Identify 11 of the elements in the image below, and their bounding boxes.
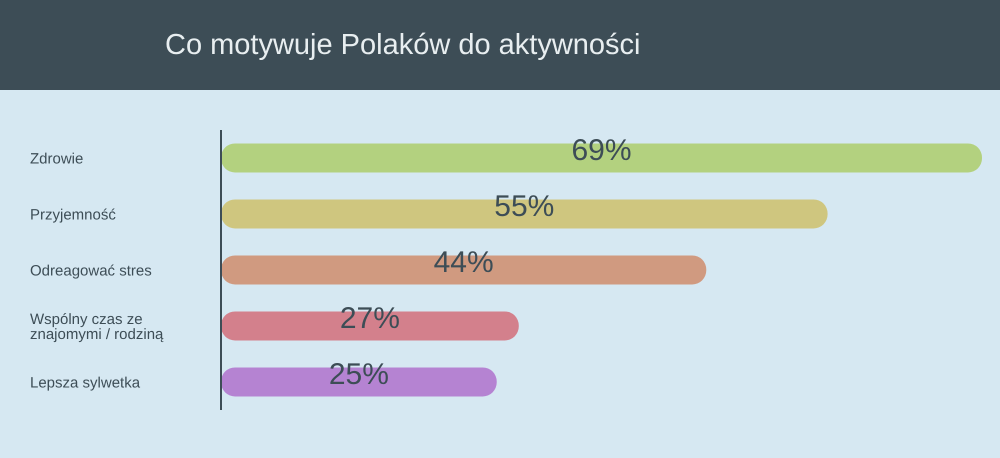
data-label: 25% bbox=[328, 358, 389, 391]
data-label: 27% bbox=[340, 302, 400, 335]
y-tick-label: Zdrowie bbox=[30, 150, 84, 168]
y-tick-label: Wspólny czas ze znajomymi / rodziną bbox=[30, 310, 164, 343]
y-tick-label: Przyjemność bbox=[30, 206, 116, 224]
y-tick-label: Odreagować stres bbox=[30, 262, 152, 280]
y-tick-label: Lepsza sylwetka bbox=[30, 374, 141, 392]
data-label: 69% bbox=[571, 134, 632, 167]
data-label: 44% bbox=[434, 246, 494, 279]
chart-title: Co motywuje Polaków do aktywności bbox=[165, 28, 640, 62]
data-label: 55% bbox=[494, 190, 554, 223]
